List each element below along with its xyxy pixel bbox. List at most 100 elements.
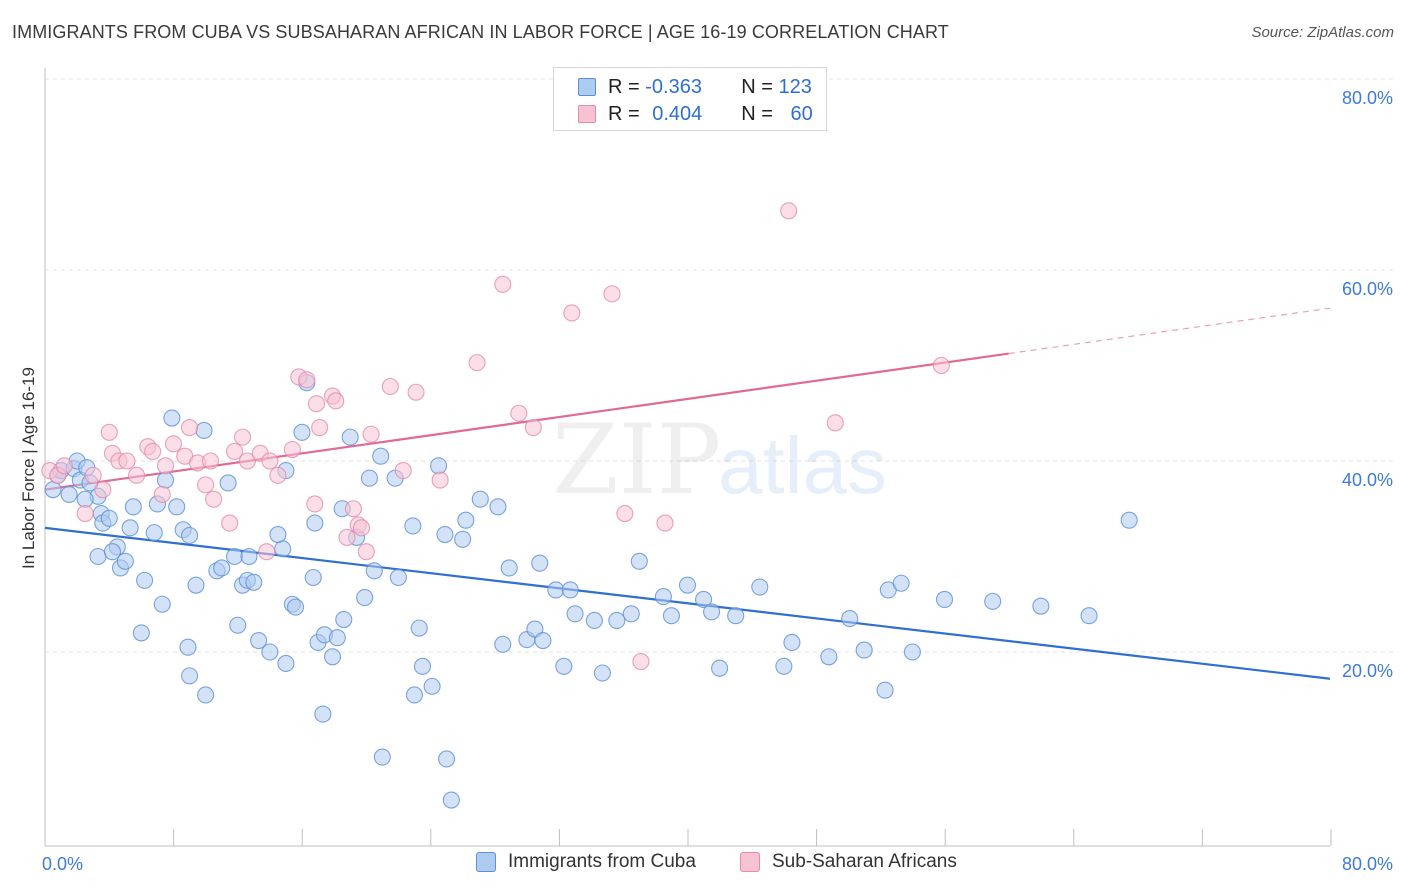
data-point-cuba — [703, 603, 721, 621]
data-point-cuba — [984, 592, 1002, 610]
gridlines — [45, 78, 1393, 653]
data-point-cuba — [76, 490, 94, 508]
data-point-subsaharan — [283, 440, 301, 459]
data-point-cuba — [373, 748, 391, 766]
data-point-cuba — [630, 552, 648, 570]
data-point-subsaharan — [311, 419, 329, 437]
data-point-cuba — [136, 571, 154, 589]
watermark-atlas: atlas — [718, 421, 887, 510]
data-point-subsaharan — [156, 457, 175, 475]
data-point-cuba — [335, 610, 353, 629]
watermark: ZIP atlas — [552, 404, 887, 516]
data-point-cuba — [678, 576, 697, 594]
data-point-cuba — [304, 568, 322, 587]
series-swatch-subsaharan — [740, 852, 760, 872]
data-point-cuba — [841, 610, 859, 628]
data-point-subsaharan — [221, 514, 239, 532]
data-point-cuba — [1080, 607, 1098, 625]
data-point-subsaharan — [128, 466, 146, 484]
source-credit: Source: ZipAtlas.com — [1251, 24, 1394, 41]
trend-line-extension-1 — [1008, 307, 1331, 355]
data-point-cuba — [500, 559, 518, 577]
tick-labels: 20.0% 40.0% 60.0% 80.0% 0.0% 80.0% — [42, 88, 1393, 874]
data-point-subsaharan — [238, 452, 256, 470]
data-point-cuba — [423, 677, 441, 695]
data-point-cuba — [132, 624, 150, 642]
data-point-subsaharan — [394, 461, 412, 480]
data-point-subsaharan — [205, 490, 223, 508]
data-point-cuba — [163, 409, 181, 427]
data-point-cuba — [181, 667, 199, 685]
y-tick-label: 60.0% — [1342, 279, 1393, 299]
data-point-cuba — [775, 657, 793, 675]
data-point-cuba — [356, 589, 374, 607]
data-point-cuba — [405, 686, 423, 704]
legend-r-value-subsaharan: 0.404 — [652, 102, 703, 125]
data-point-subsaharan — [494, 275, 512, 293]
data-point-cuba — [593, 664, 611, 682]
legend-r-value-cuba: -0.363 — [645, 75, 702, 98]
data-point-subsaharan — [201, 452, 219, 470]
data-point-cuba — [179, 638, 197, 656]
data-point-cuba — [935, 590, 954, 609]
legend-r-label: R = — [608, 102, 646, 125]
data-point-cuba — [404, 517, 422, 535]
data-point-cuba — [360, 469, 379, 487]
data-point-subsaharan — [510, 404, 528, 422]
y-axis-title: In Labor Force | Age 16-19 — [19, 367, 38, 569]
data-point-cuba — [820, 648, 838, 666]
legend-swatch-subsaharan — [578, 105, 596, 123]
data-point-cuba — [442, 791, 460, 809]
data-point-subsaharan — [55, 457, 73, 475]
chart-title: IMMIGRANTS FROM CUBA VS SUBSAHARAN AFRIC… — [12, 22, 949, 42]
data-point-cuba — [1120, 511, 1138, 529]
data-point-cuba — [695, 590, 713, 609]
data-point-cuba — [429, 457, 448, 475]
data-point-cuba — [219, 474, 237, 492]
data-point-cuba — [116, 552, 134, 570]
data-point-cuba — [269, 525, 287, 544]
y-tick-label: 40.0% — [1342, 470, 1393, 490]
data-point-subsaharan — [164, 435, 183, 453]
data-point-subsaharan — [258, 543, 276, 561]
data-point-subsaharan — [338, 528, 356, 546]
data-point-subsaharan — [932, 356, 950, 375]
data-point-cuba — [365, 562, 383, 580]
data-point-cuba — [876, 681, 894, 699]
data-point-cuba — [195, 421, 213, 439]
data-point-cuba — [855, 641, 873, 659]
data-point-cuba — [245, 573, 263, 591]
data-point-cuba — [438, 750, 456, 768]
data-point-cuba — [153, 595, 171, 613]
data-points — [41, 202, 1138, 809]
data-point-subsaharan — [306, 495, 324, 513]
data-point-subsaharan — [225, 442, 244, 461]
data-point-subsaharan — [407, 383, 425, 401]
data-point-cuba — [489, 498, 507, 516]
data-point-cuba — [197, 686, 215, 704]
data-point-subsaharan — [826, 414, 844, 432]
series-legend-subsaharan[interactable]: Sub-Saharan Africans — [740, 851, 957, 873]
data-point-cuba — [783, 633, 801, 652]
data-point-cuba — [555, 657, 573, 675]
axes — [44, 68, 1332, 847]
data-point-cuba — [293, 423, 311, 441]
data-point-cuba — [751, 578, 769, 596]
data-point-subsaharan — [344, 500, 362, 518]
data-point-cuba — [585, 611, 603, 630]
data-point-cuba — [457, 511, 475, 529]
data-point-cuba — [413, 657, 432, 675]
data-point-cuba — [892, 574, 910, 592]
data-point-subsaharan — [603, 285, 621, 303]
data-point-cuba — [145, 524, 163, 542]
data-point-subsaharan — [656, 514, 674, 532]
data-point-cuba — [89, 547, 107, 566]
legend-n-label: N = — [741, 75, 779, 98]
data-point-cuba — [389, 568, 407, 587]
data-point-cuba — [566, 605, 584, 623]
data-point-cuba — [534, 631, 552, 650]
series-legend: Immigrants from Cuba Sub-Saharan African… — [0, 851, 1406, 879]
data-point-cuba — [306, 514, 324, 532]
series-swatch-cuba — [476, 852, 496, 872]
series-legend-cuba[interactable]: Immigrants from Cuba — [476, 851, 696, 873]
